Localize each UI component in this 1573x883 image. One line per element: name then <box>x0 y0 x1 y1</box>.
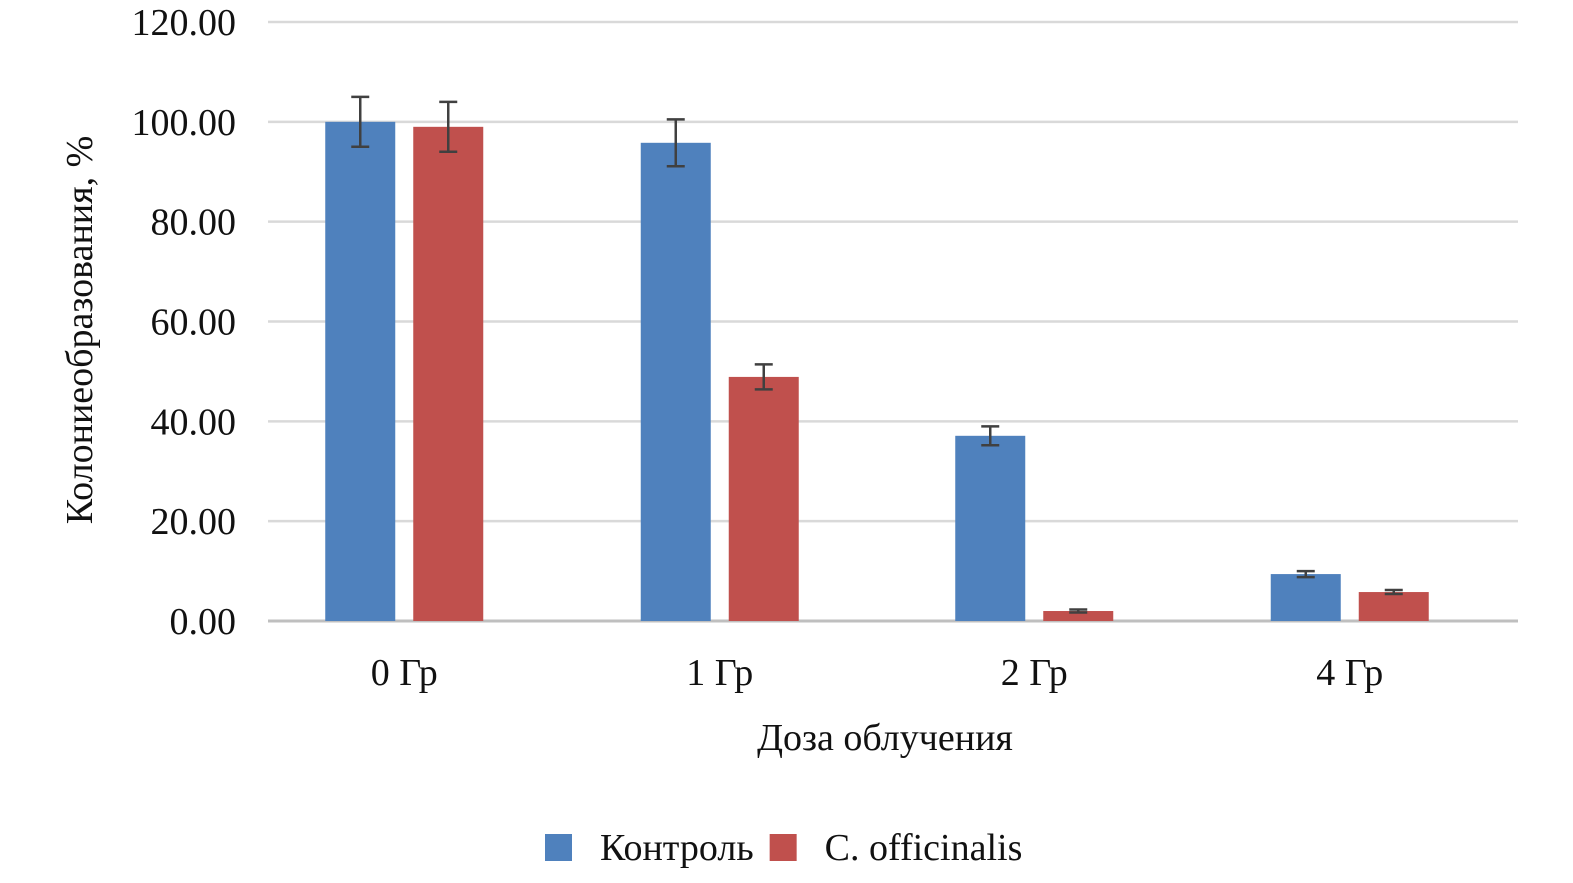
error-bar <box>439 100 458 154</box>
legend: Контроль C. officinalis <box>545 827 1022 869</box>
y-tick-label: 0.00 <box>170 601 237 643</box>
y-tick-label: 40.00 <box>151 401 237 443</box>
bar <box>955 435 1026 621</box>
error-bar <box>1296 569 1315 579</box>
error-bar <box>1384 588 1403 596</box>
error-bar <box>1069 608 1088 614</box>
bar <box>640 142 711 621</box>
y-tick-label: 100.00 <box>132 102 237 144</box>
y-axis-label: Колониеобразования, % <box>59 136 101 525</box>
error-bar <box>981 425 1000 447</box>
bar <box>413 126 484 621</box>
bar <box>1358 592 1429 621</box>
x-tick-label: 1 Гр <box>686 652 753 694</box>
y-tick-label: 20.00 <box>151 501 237 543</box>
legend-label: C. officinalis <box>825 827 1023 869</box>
bars <box>325 95 1429 621</box>
legend-swatch <box>769 834 797 861</box>
x-axis-label: Доза облучения <box>757 717 1013 759</box>
y-tick-label: 80.00 <box>151 202 237 244</box>
bar <box>1043 611 1114 621</box>
y-axis-ticks: 0.00 20.00 40.00 60.00 80.00 100.00 120.00 <box>132 2 237 643</box>
bar <box>325 121 396 621</box>
x-tick-label: 2 Гр <box>1001 652 1068 694</box>
error-bar <box>754 363 773 391</box>
legend-label: Контроль <box>600 827 754 869</box>
y-tick-label: 120.00 <box>132 2 237 44</box>
error-bar <box>666 118 685 168</box>
bar <box>728 376 799 621</box>
error-bar <box>351 95 370 149</box>
x-axis-ticks: 0 Гр 1 Гр 2 Гр 4 Гр <box>371 652 1384 694</box>
x-tick-label: 0 Гр <box>371 652 438 694</box>
legend-swatch <box>545 834 572 861</box>
bar <box>1270 574 1341 621</box>
x-tick-label: 4 Гр <box>1316 652 1383 694</box>
y-tick-label: 60.00 <box>151 302 237 344</box>
